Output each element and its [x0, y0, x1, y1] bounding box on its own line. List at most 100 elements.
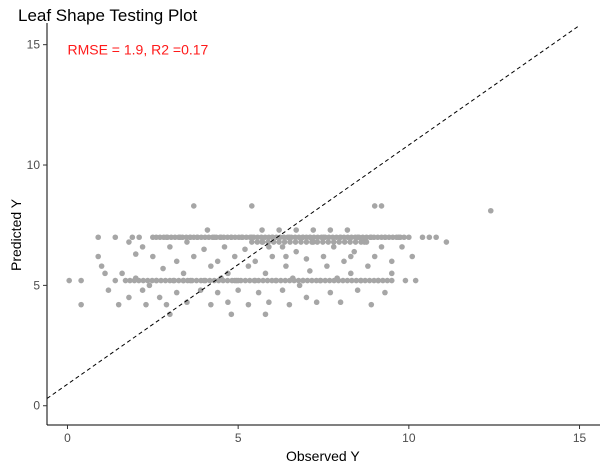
data-point	[194, 234, 200, 241]
data-point	[126, 294, 132, 301]
data-point	[214, 289, 221, 296]
point-layer	[66, 203, 494, 318]
data-point	[320, 253, 327, 260]
data-point	[127, 277, 133, 284]
data-point	[129, 234, 136, 241]
data-point	[139, 244, 146, 250]
data-point	[66, 277, 72, 284]
data-point	[143, 301, 149, 308]
data-point	[269, 234, 276, 241]
data-point	[187, 234, 194, 241]
data-point	[167, 244, 173, 250]
data-point	[292, 239, 299, 245]
data-point	[119, 270, 125, 277]
data-point	[402, 277, 409, 284]
y-tick-label: 5	[33, 278, 40, 292]
data-point	[211, 277, 218, 284]
data-point	[246, 277, 253, 284]
data-point	[238, 234, 245, 241]
data-point	[160, 265, 166, 272]
data-point	[197, 287, 204, 293]
data-point	[380, 277, 386, 284]
data-point	[365, 263, 371, 269]
data-point	[136, 234, 142, 241]
data-point	[307, 268, 313, 274]
data-point	[353, 277, 360, 284]
data-point	[388, 270, 395, 277]
data-point	[259, 239, 265, 245]
data-point	[298, 239, 304, 245]
data-point	[218, 234, 224, 241]
data-point	[245, 263, 252, 269]
data-point	[322, 277, 329, 284]
data-point	[260, 277, 266, 284]
data-point	[399, 244, 405, 250]
data-point	[242, 246, 248, 253]
x-tick-label: 0	[64, 431, 71, 445]
data-point	[351, 248, 358, 255]
data-point	[105, 287, 112, 293]
data-point	[139, 287, 146, 293]
data-point	[254, 239, 261, 245]
data-point	[264, 277, 271, 284]
data-point	[326, 277, 333, 284]
data-point	[140, 277, 147, 284]
data-point	[266, 244, 272, 250]
data-point	[279, 287, 286, 293]
data-point	[252, 277, 259, 284]
x-tick-label: 10	[402, 431, 416, 445]
reference-line	[46, 24, 580, 399]
data-point	[371, 277, 377, 284]
data-point	[150, 234, 156, 241]
data-point	[163, 234, 170, 241]
data-point	[426, 234, 433, 241]
data-point	[272, 277, 279, 284]
data-point	[187, 277, 194, 284]
data-point	[337, 299, 344, 306]
data-point	[320, 239, 326, 245]
data-point	[175, 277, 182, 284]
data-point	[334, 275, 340, 281]
data-point	[112, 234, 119, 241]
data-point	[341, 258, 347, 265]
y-tick-label: 10	[27, 158, 41, 172]
data-point	[126, 239, 132, 245]
data-point	[375, 277, 381, 284]
data-point	[361, 239, 368, 245]
data-point	[228, 311, 235, 318]
data-point	[336, 239, 343, 245]
data-point	[443, 239, 450, 245]
data-point	[317, 277, 323, 284]
data-point	[78, 277, 84, 284]
data-point	[276, 227, 282, 233]
tick-layer: 0 5 10 15 0 5 10 15	[27, 38, 587, 445]
data-point	[149, 277, 155, 284]
data-point	[173, 258, 180, 265]
data-point	[208, 301, 214, 308]
data-point	[269, 253, 276, 260]
data-point	[259, 227, 265, 233]
data-point	[433, 234, 439, 241]
data-point	[265, 239, 272, 245]
data-point	[303, 294, 310, 301]
data-point	[289, 275, 296, 281]
data-point	[132, 251, 139, 257]
data-point	[208, 263, 214, 269]
chart-title: Leaf Shape Testing Plot	[18, 6, 198, 25]
data-point	[262, 270, 269, 277]
data-point	[286, 234, 293, 241]
data-point	[150, 253, 156, 260]
data-point	[144, 277, 151, 284]
data-point	[487, 207, 494, 214]
data-point	[401, 234, 407, 241]
data-point	[235, 287, 241, 293]
data-point	[132, 275, 139, 281]
data-point	[384, 277, 391, 284]
data-point	[358, 277, 364, 284]
data-point	[262, 311, 269, 318]
data-point	[184, 239, 190, 245]
data-point	[344, 277, 351, 284]
data-point	[296, 282, 303, 289]
data-point	[204, 227, 211, 233]
data-point	[95, 253, 102, 260]
